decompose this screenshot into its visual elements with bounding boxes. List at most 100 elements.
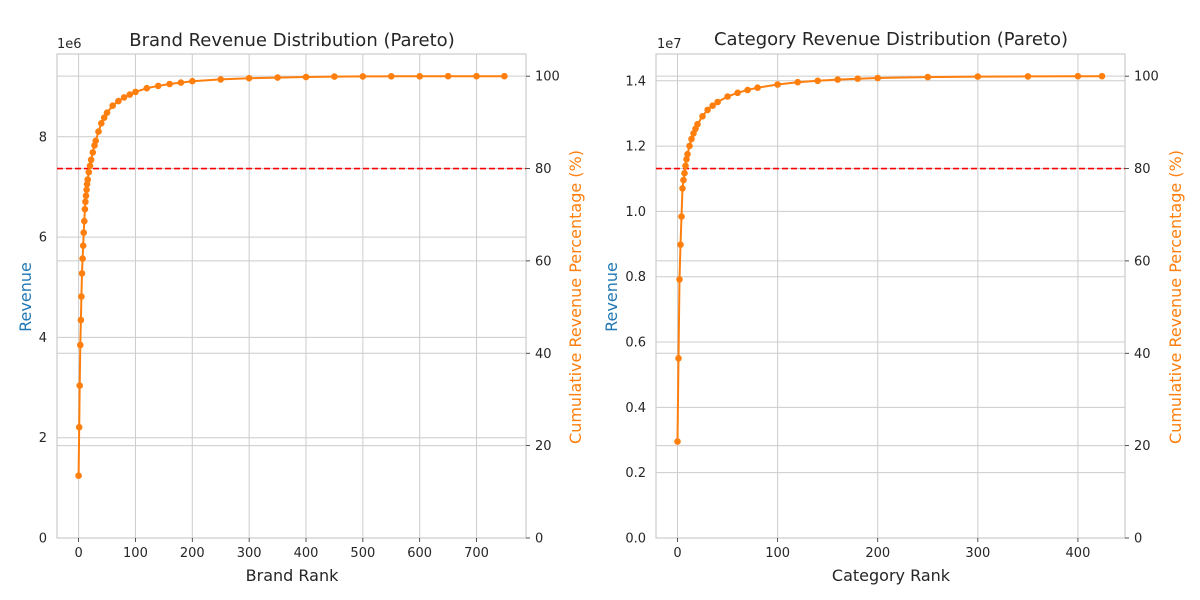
cumulative-point bbox=[1074, 72, 1082, 80]
cumulative-point bbox=[683, 156, 690, 163]
cumulative-point bbox=[924, 73, 932, 81]
y2-tick-label: 20 bbox=[535, 439, 552, 454]
chart-title: Category Revenue Distribution (Pareto) bbox=[714, 29, 1068, 50]
cumulative-point bbox=[677, 241, 684, 248]
cumulative-point bbox=[744, 86, 751, 94]
cumulative-point bbox=[77, 341, 84, 349]
cumulative-point bbox=[680, 176, 687, 184]
cumulative-point bbox=[166, 80, 173, 88]
y-axis-label: Revenue bbox=[602, 262, 621, 332]
cumulative-point bbox=[274, 74, 281, 81]
cumulative-point bbox=[92, 137, 99, 145]
y2-tick-label: 100 bbox=[535, 70, 560, 85]
cumulative-point bbox=[154, 82, 162, 90]
series bbox=[656, 72, 1125, 445]
x-tick-label: 300 bbox=[965, 546, 990, 561]
x-tick-label: 300 bbox=[237, 546, 262, 561]
cumulative-point bbox=[682, 162, 689, 170]
x-axis-label: Category Rank bbox=[832, 566, 951, 585]
y2-tick-label: 0 bbox=[1134, 532, 1142, 547]
brand-pareto-chart: 0 100 200 300 400 500 600 70002468020406080100 … bbox=[16, 30, 585, 585]
series bbox=[57, 72, 526, 480]
y-tick-label: 0.8 bbox=[625, 270, 646, 285]
cumulative-point bbox=[974, 73, 982, 80]
x-tick-label: 500 bbox=[350, 546, 375, 561]
cumulative-point bbox=[217, 76, 224, 83]
cumulative-point bbox=[109, 102, 116, 109]
x-tick-label: 0 bbox=[673, 546, 681, 561]
cumulative-point bbox=[115, 97, 122, 105]
y-tick-label: 1.0 bbox=[625, 205, 646, 220]
cumulative-point bbox=[177, 79, 185, 86]
cumulative-point bbox=[75, 423, 83, 431]
x-axis-label: Brand Rank bbox=[246, 566, 339, 585]
cumulative-point bbox=[388, 73, 395, 80]
cumulative-point bbox=[85, 168, 93, 176]
cumulative-point bbox=[79, 255, 86, 262]
cumulative-point bbox=[331, 73, 338, 80]
cumulative-point bbox=[675, 355, 682, 362]
x-tick-label: 600 bbox=[407, 546, 432, 561]
y-tick-label: 2 bbox=[39, 431, 47, 446]
cumulative-point bbox=[834, 76, 841, 83]
y-tick-label: 0.2 bbox=[625, 466, 646, 481]
cumulative-point bbox=[78, 270, 86, 277]
x-tick-label: 0 bbox=[74, 546, 82, 561]
x-tick-label: 200 bbox=[865, 546, 890, 561]
cumulative-point bbox=[98, 120, 105, 127]
cumulative-point bbox=[86, 162, 94, 170]
x-tick-label: 400 bbox=[1066, 546, 1091, 561]
cumulative-point bbox=[95, 128, 102, 135]
axes-frame bbox=[655, 53, 1126, 539]
x-tick-label: 400 bbox=[294, 546, 319, 561]
cumulative-point bbox=[679, 185, 686, 192]
cumulative-point bbox=[699, 113, 706, 120]
y2-tick-label: 60 bbox=[535, 254, 552, 269]
cumulative-point bbox=[814, 77, 821, 85]
cumulative-point bbox=[854, 75, 861, 82]
cumulative-point bbox=[774, 81, 781, 88]
cumulative-point bbox=[444, 72, 452, 80]
chart-title: Brand Revenue Distribution (Pareto) bbox=[129, 30, 454, 51]
cumulative-point bbox=[143, 84, 151, 92]
cumulative-point bbox=[473, 72, 480, 80]
y2-tick-label: 20 bbox=[1134, 439, 1151, 454]
y-axis-label: Revenue bbox=[16, 262, 35, 332]
cumulative-point bbox=[82, 192, 90, 200]
y2-tick-label: 80 bbox=[1134, 162, 1151, 177]
cumulative-point bbox=[709, 102, 716, 109]
y2-axis-label: Cumulative Revenue Percentage (%) bbox=[566, 150, 585, 444]
grid-lines bbox=[57, 54, 526, 539]
cumulative-point bbox=[79, 242, 87, 249]
cumulative-point bbox=[1024, 73, 1032, 80]
y2-axis-label: Cumulative Revenue Percentage (%) bbox=[1166, 150, 1185, 444]
cumulative-point bbox=[77, 316, 85, 324]
cumulative-point bbox=[681, 169, 688, 177]
cumulative-point bbox=[82, 198, 89, 206]
cumulative-point bbox=[83, 186, 90, 194]
cumulative-point bbox=[89, 149, 97, 156]
cumulative-point bbox=[120, 94, 128, 101]
cumulative-point bbox=[1098, 72, 1106, 80]
cumulative-point bbox=[189, 77, 196, 85]
y-tick-label: 0.0 bbox=[625, 532, 646, 547]
cumulative-point bbox=[674, 438, 681, 445]
y-tick-label: 1.4 bbox=[625, 74, 646, 89]
x-tick-label: 200 bbox=[180, 546, 205, 561]
cumulative-point bbox=[416, 73, 424, 80]
cumulative-point bbox=[678, 213, 685, 220]
cumulative-point bbox=[80, 229, 87, 236]
cumulative-point bbox=[132, 88, 139, 96]
tick-labels: 0 100 200 300 400 0.0 0.2 0.4 0.6 0.8 1.0 1.2 1.4 0 20… bbox=[625, 70, 1159, 561]
grid-lines bbox=[656, 54, 1125, 539]
y2-tick-label: 40 bbox=[1134, 347, 1151, 362]
y2-tick-label: 100 bbox=[1134, 70, 1159, 85]
x-tick-label: 700 bbox=[464, 546, 489, 561]
cumulative-point bbox=[734, 89, 741, 97]
x-tick-label: 100 bbox=[123, 546, 148, 561]
cumulative-point bbox=[245, 74, 253, 82]
plot-frame bbox=[655, 53, 1126, 539]
